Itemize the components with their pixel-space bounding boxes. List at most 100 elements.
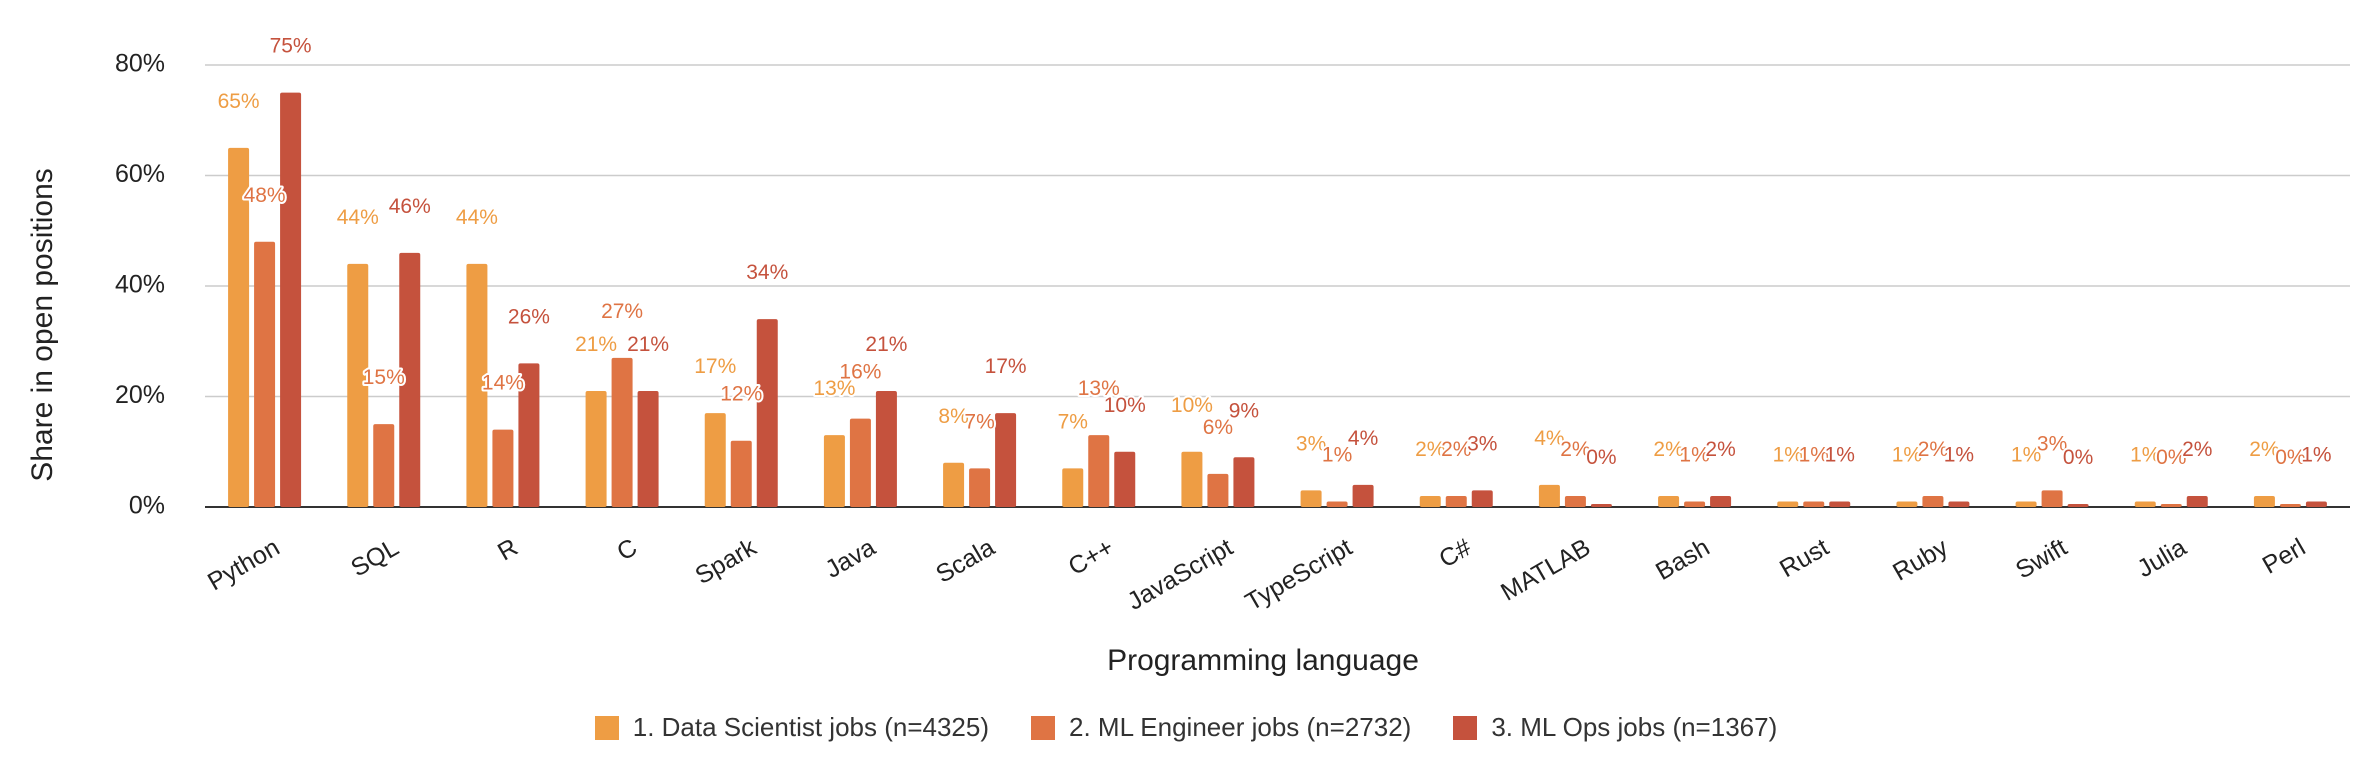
bar-c-s2 — [1088, 435, 1110, 507]
bar-python-s2 — [254, 241, 276, 508]
x-tick-label: C# — [1434, 533, 1476, 573]
bar-c-s3 — [1114, 451, 1136, 507]
x-tick-label: Julia — [2133, 533, 2192, 583]
data-label: 27% — [601, 300, 643, 323]
x-axis-ticks: Python SQL R C Spark Java Scala C++ JavaScript Ty… — [203, 533, 2310, 617]
data-label: 1% — [2301, 443, 2331, 466]
bar-scala-s1 — [943, 462, 965, 507]
legend-item-ml-engineer[interactable]: 2. ML Engineer jobs (n=2732) — [1031, 712, 1411, 743]
data-label: 2% — [1560, 438, 1590, 461]
data-label: 0% — [2063, 446, 2093, 469]
data-label: 17% — [694, 355, 736, 378]
bar-c-s2 — [1445, 495, 1467, 507]
data-label: 34% — [746, 261, 788, 284]
x-tick-label: JavaScript — [1123, 533, 1238, 616]
x-tick-label: C++ — [1064, 533, 1119, 581]
bar-javascript-s2 — [1207, 473, 1229, 507]
legend-swatch — [1031, 715, 1056, 740]
x-tick-label: SQL — [346, 533, 403, 582]
data-label: 1% — [1679, 443, 1709, 466]
data-label: 2% — [1918, 438, 1948, 461]
y-axis-title: Share in open positions — [26, 168, 59, 482]
data-label: 1% — [1892, 443, 1922, 466]
data-labels: 65% 48% 75% 44% 15% 46% 44% 14% 26% 21% 27% 21% 17% 1… — [216, 33, 2334, 471]
data-label: 1% — [2011, 443, 2041, 466]
y-tick-label: 80% — [115, 50, 165, 78]
bar-swift-s2 — [2041, 490, 2063, 507]
bars — [228, 92, 2327, 508]
bar-scala-s2 — [969, 468, 991, 507]
data-label: 2% — [2249, 438, 2279, 461]
bar-javascript-s3 — [1233, 457, 1255, 507]
x-tick-label: C — [612, 533, 642, 566]
bar-java-s3 — [875, 390, 897, 507]
bar-typescript-s3 — [1352, 484, 1374, 507]
data-label: 1% — [1773, 443, 1803, 466]
data-label: 14% — [482, 372, 524, 395]
data-label: 7% — [1058, 410, 1088, 433]
bar-ruby-s3 — [1948, 501, 1970, 507]
bar-python-s3 — [280, 92, 302, 507]
legend-item-data-scientist[interactable]: 1. Data Scientist jobs (n=4325) — [594, 712, 990, 743]
legend-label: 2. ML Engineer jobs (n=2732) — [1069, 712, 1412, 742]
bar-scala-s3 — [995, 413, 1017, 507]
x-tick-label: Scala — [931, 533, 999, 589]
bar-ruby-s2 — [1922, 495, 1944, 507]
bar-bash-s1 — [1658, 495, 1680, 507]
bar-bash-s2 — [1684, 501, 1706, 507]
data-label: 44% — [456, 206, 498, 229]
bar-swift-s3 — [2067, 504, 2089, 507]
data-label: 44% — [337, 206, 379, 229]
bar-matlab-s1 — [1538, 484, 1560, 507]
legend-label: 1. Data Scientist jobs (n=4325) — [632, 712, 990, 742]
x-tick-label: Ruby — [1888, 533, 1953, 587]
data-label: 1% — [2130, 443, 2160, 466]
bar-matlab-s2 — [1564, 495, 1586, 507]
data-label: 21% — [865, 333, 907, 356]
data-label: 1% — [1799, 443, 1829, 466]
bar-ruby-s1 — [1896, 501, 1918, 507]
data-label: 17% — [985, 355, 1027, 378]
data-label: 2% — [1441, 438, 1471, 461]
x-tick-label: Java — [820, 533, 880, 584]
bar-chart: 0% 20% 40% 60% 80% 65% 48% 75% 44% 15% 46% 44% 14% 2… — [26, 33, 2350, 677]
bar-sql-s1 — [347, 263, 369, 507]
bar-c-s1 — [1062, 468, 1084, 507]
data-label: 12% — [720, 383, 762, 406]
data-label: 2% — [1653, 438, 1683, 461]
x-tick-label: Swift — [2011, 533, 2072, 584]
y-tick-label: 20% — [115, 381, 165, 409]
data-label: 75% — [270, 35, 312, 58]
legend-item-ml-ops[interactable]: 3. ML Ops jobs (n=1367) — [1453, 712, 1777, 743]
data-label: 3% — [1467, 432, 1497, 455]
data-label: 21% — [627, 333, 669, 356]
bar-julia-s3 — [2186, 495, 2208, 507]
bar-perl-s2 — [2279, 504, 2301, 507]
data-label: 1% — [1825, 443, 1855, 466]
bar-c-s3 — [637, 390, 659, 507]
x-axis-title: Programming language — [1107, 644, 1419, 677]
bar-spark-s2 — [730, 440, 752, 507]
y-tick-label: 60% — [115, 160, 165, 188]
data-label: 4% — [1348, 427, 1378, 450]
bar-spark-s1 — [704, 413, 726, 507]
data-label: 2% — [1415, 438, 1445, 461]
bar-java-s2 — [849, 418, 871, 507]
bar-sql-s3 — [399, 252, 421, 507]
bar-spark-s3 — [756, 319, 778, 507]
data-label: 3% — [2037, 432, 2067, 455]
data-label: 0% — [2156, 446, 2186, 469]
bar-typescript-s1 — [1300, 490, 1322, 507]
data-label: 3% — [1296, 432, 1326, 455]
data-label: 21% — [575, 333, 617, 356]
data-label: 48% — [244, 184, 286, 207]
bar-r-s1 — [466, 263, 488, 507]
bar-rust-s3 — [1829, 501, 1851, 507]
x-tick-label: MATLAB — [1496, 533, 1595, 606]
data-label: 46% — [389, 195, 431, 218]
bar-c-s3 — [1471, 490, 1493, 507]
data-label: 8% — [938, 405, 968, 428]
x-tick-label: R — [493, 533, 523, 566]
gridlines — [205, 64, 2350, 508]
y-axis-ticks: 0% 20% 40% 60% 80% — [115, 50, 165, 520]
